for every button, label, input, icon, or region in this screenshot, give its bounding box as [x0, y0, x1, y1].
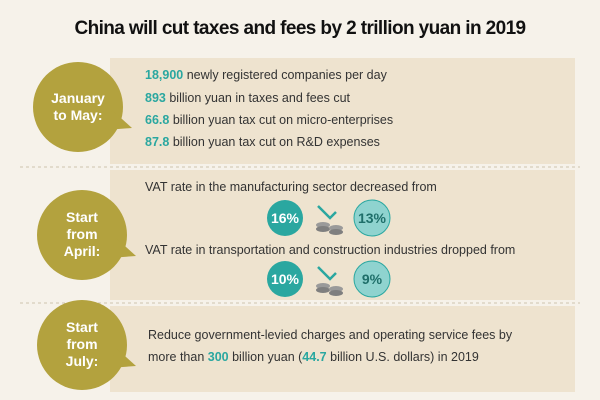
label-bubbles: [33, 62, 136, 390]
item-number: 18,900: [145, 68, 184, 82]
label-line: July:: [65, 353, 99, 369]
text-line: Reduce government-levied charges and ope…: [148, 328, 513, 342]
label-line: from: [66, 226, 98, 242]
title: China will cut taxes and fees by 2 trill…: [74, 18, 526, 39]
item: 66.8 billion yuan tax cut on micro-enter…: [145, 112, 393, 128]
label-line: from: [66, 336, 98, 352]
panel: [110, 170, 575, 300]
item-number: 893: [145, 91, 166, 105]
text: more than: [148, 350, 205, 364]
item-text: VAT rate in the manufacturing sector dec…: [145, 180, 437, 194]
section-label: Start from April:: [37, 209, 127, 260]
section-label: Start from July:: [37, 319, 127, 370]
label-line: Start: [66, 209, 98, 225]
item-number: 66.8: [145, 113, 170, 127]
rate-from: 16%: [270, 210, 300, 226]
text: billion U.S. dollars) in 2019: [330, 350, 479, 364]
rate-to: 13%: [357, 210, 387, 226]
rate-icons: [267, 199, 391, 298]
panel: [110, 306, 575, 392]
item-text: VAT rate in transportation and construct…: [145, 243, 516, 257]
item-number: 87.8: [145, 135, 170, 149]
label-line: April:: [63, 243, 101, 259]
section-label: January to May:: [33, 90, 123, 124]
item: 893 billion yuan in taxes and fees cut: [145, 90, 350, 106]
item-text: newly registered companies per day: [186, 68, 387, 82]
text: billion yuan (: [232, 350, 303, 364]
panel: [110, 58, 575, 164]
item: 18,900 newly registered companies per da…: [145, 67, 387, 83]
item-text: billion yuan in taxes and fees cut: [169, 91, 351, 105]
item-text: billion yuan tax cut on R&D expenses: [172, 135, 380, 149]
label-line: Start: [66, 319, 98, 335]
text-line: more than 300 billion yuan (44.7 billion…: [148, 349, 479, 365]
number: 44.7: [302, 350, 327, 364]
number: 300: [207, 350, 229, 364]
label-line: to May:: [53, 107, 103, 123]
label-line: January: [51, 90, 105, 106]
rate-to: 9%: [361, 271, 383, 287]
item-text: billion yuan tax cut on micro-enterprise…: [172, 113, 394, 127]
rate-from: 10%: [270, 271, 300, 287]
item: 87.8 billion yuan tax cut on R&D expense…: [145, 134, 380, 150]
